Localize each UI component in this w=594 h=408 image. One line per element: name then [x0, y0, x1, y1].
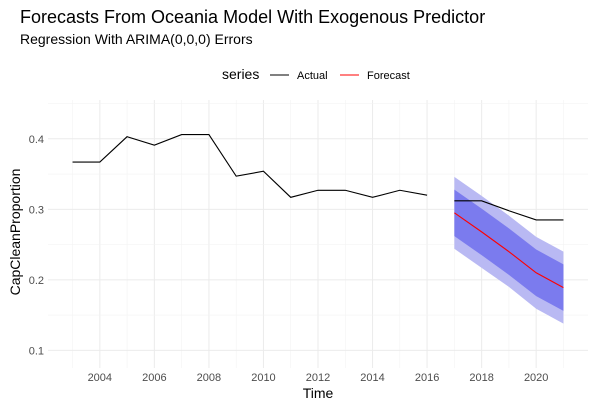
legend-label-actual: Actual: [297, 70, 328, 82]
x-tick-label: 2020: [524, 372, 548, 384]
y-axis-ticks: 0.1 0.2 0.3 0.4: [29, 134, 44, 358]
chart-title: Forecasts From Oceania Model With Exogen…: [20, 7, 485, 27]
x-tick-label: 2004: [88, 372, 112, 384]
series-lines: [72, 134, 564, 289]
legend: series Actual Forecast: [222, 66, 410, 82]
x-tick-label: 2018: [469, 372, 493, 384]
y-tick-label: 0.3: [29, 204, 44, 216]
x-tick-label: 2016: [415, 372, 439, 384]
y-tick-label: 0.4: [29, 134, 44, 146]
x-tick-label: 2006: [142, 372, 166, 384]
series-line-actual: [72, 134, 564, 221]
y-tick-label: 0.2: [29, 275, 44, 287]
x-tick-label: 2012: [306, 372, 330, 384]
x-tick-label: 2010: [251, 372, 275, 384]
x-axis-title: Time: [303, 385, 334, 401]
y-axis-title: CapCleanProportion: [7, 169, 23, 296]
x-tick-label: 2008: [197, 372, 221, 384]
prediction-intervals: [454, 176, 564, 324]
grid: [48, 100, 588, 368]
legend-title: series: [222, 66, 259, 82]
series-line-forecast: [454, 212, 564, 289]
y-tick-label: 0.1: [29, 345, 44, 357]
x-tick-label: 2014: [360, 372, 384, 384]
chart-subtitle: Regression With ARIMA(0,0,0) Errors: [20, 31, 253, 47]
legend-label-forecast: Forecast: [367, 70, 410, 82]
prediction-band-80: [454, 189, 564, 311]
x-axis-ticks: 2004 2006 2008 2010 2012 2014 2016 2018 2020: [88, 372, 549, 384]
